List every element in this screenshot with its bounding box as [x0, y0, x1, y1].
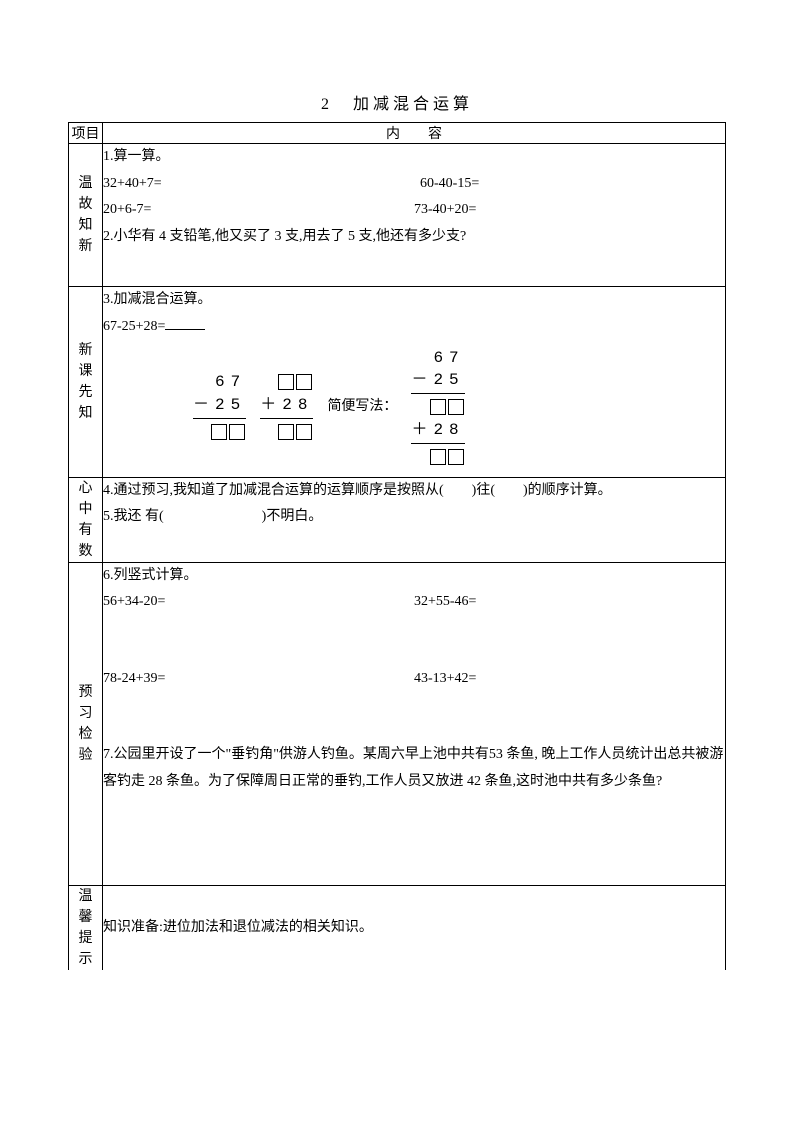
content-review: 1.算一算。 32+40+7= 60-40-15= 20+6-7= 73-40+…	[103, 144, 726, 287]
q1a: 32+40+7=	[103, 171, 408, 198]
page-title: 2 加减混合运算	[68, 90, 726, 114]
side-tip-label: 温馨提示	[69, 886, 102, 970]
q1b: 60-40-15=	[408, 171, 725, 198]
vcalc1-boxes	[193, 421, 246, 443]
vcalc-1: 67 －25	[193, 371, 246, 443]
q1d: 73-40+20=	[414, 197, 725, 224]
side-newlesson-label: 新课先知	[69, 340, 102, 424]
row-newlesson: 新课先知 3.加减混合运算。 67-25+28= 67 －25	[69, 287, 726, 477]
side-practice: 预习检验	[69, 562, 103, 886]
q6-label: 6.列竖式计算。	[103, 563, 725, 590]
vcalc-2: ＋28	[260, 371, 313, 443]
vcalc1-r1: 67	[193, 371, 246, 393]
vcalc-3: 67 －25 ＋28	[411, 347, 464, 469]
tip-text: 知识准备:进位加法和退位减法的相关知识。	[103, 915, 725, 942]
row-practice: 预习检验 6.列竖式计算。 56+34-20= 32+55-46= 78-24+…	[69, 562, 726, 886]
content-newlesson: 3.加减混合运算。 67-25+28= 67 －25 ＋28	[103, 287, 726, 477]
q6a: 56+34-20=	[103, 589, 414, 616]
side-newlesson: 新课先知	[69, 287, 103, 477]
side-review-label: 温故知新	[69, 173, 102, 257]
content-practice: 6.列竖式计算。 56+34-20= 32+55-46= 78-24+39= 4…	[103, 562, 726, 886]
row-reflect: 心中有数 4.通过预习,我知道了加减混合运算的运算顺序是按照从( )往( )的顺…	[69, 477, 726, 562]
q6b: 32+55-46=	[414, 589, 725, 616]
row-review: 温故知新 1.算一算。 32+40+7= 60-40-15= 20+6-7= 7…	[69, 144, 726, 287]
q1-label: 1.算一算。	[103, 144, 725, 171]
vcalc2-r2: ＋28	[260, 394, 313, 416]
q3-label: 3.加减混合运算。	[103, 287, 725, 314]
worksheet-table: 项目 内 容 温故知新 1.算一算。 32+40+7= 60-40-15= 20…	[68, 122, 726, 970]
q7: 7.公园里开设了一个"垂钓角"供游人钓鱼。某周六早上池中共有53 条鱼, 晚上工…	[103, 742, 725, 795]
q6d: 43-13+42=	[414, 666, 725, 693]
q4: 4.通过预习,我知道了加减混合运算的运算顺序是按照从( )往( )的顺序计算。	[103, 478, 725, 505]
vcalc3-boxes1	[411, 396, 464, 418]
q3-expr-text: 67-25+28=	[103, 319, 165, 334]
header-col2: 内 容	[103, 123, 726, 144]
vcalc3-r1: 67	[411, 347, 464, 369]
side-review: 温故知新	[69, 144, 103, 287]
q6c: 78-24+39=	[103, 666, 414, 693]
vcalc2-boxes-top	[260, 371, 313, 393]
vcalc3-r3: ＋28	[411, 419, 464, 441]
content-tip: 知识准备:进位加法和退位减法的相关知识。	[103, 886, 726, 971]
row-tip: 温馨提示 知识准备:进位加法和退位减法的相关知识。	[69, 886, 726, 971]
side-practice-label: 预习检验	[69, 682, 102, 766]
side-reflect-label: 心中有数	[69, 478, 102, 562]
side-reflect: 心中有数	[69, 477, 103, 562]
content-reflect: 4.通过预习,我知道了加减混合运算的运算顺序是按照从( )往( )的顺序计算。 …	[103, 477, 726, 562]
q3-expr: 67-25+28=	[103, 314, 725, 341]
vertical-calc-wrap: 67 －25 ＋28 简便写法： 67	[193, 347, 725, 469]
short-method-label: 简便写法：	[327, 394, 397, 421]
header-row: 项目 内 容	[69, 123, 726, 144]
vcalc3-r2: －25	[411, 369, 464, 391]
vcalc3-boxes2	[411, 446, 464, 468]
vcalc1-r2: －25	[193, 394, 246, 416]
q5: 5.我还 有( )不明白。	[103, 504, 725, 531]
q1c: 20+6-7=	[103, 197, 414, 224]
q2: 2.小华有 4 支铅笔,他又买了 3 支,用去了 5 支,他还有多少支?	[103, 224, 725, 251]
header-col1: 项目	[69, 123, 103, 144]
side-tip: 温馨提示	[69, 886, 103, 971]
vcalc2-boxes-bot	[260, 421, 313, 443]
answer-blank	[165, 329, 205, 330]
